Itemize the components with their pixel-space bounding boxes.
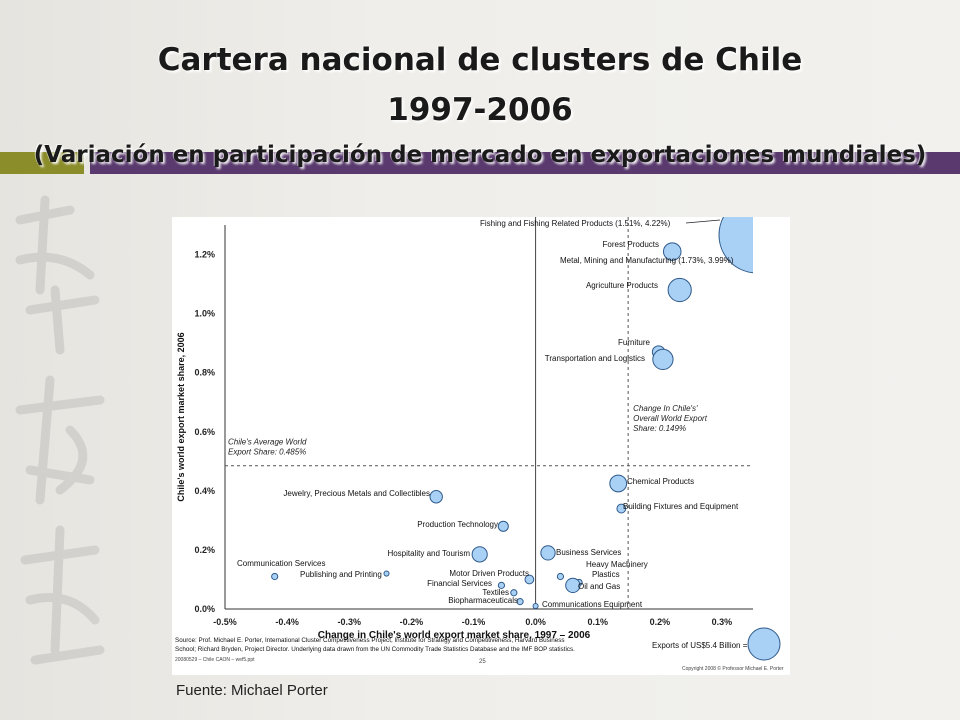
bubble-label: Jewelry, Precious Metals and Collectible… <box>283 489 430 498</box>
y-tick-label: 0.0% <box>194 604 215 614</box>
y-axis-title: Chile's world export market share, 2006 <box>176 332 186 501</box>
x-tick-label: -0.5% <box>213 617 237 627</box>
bubble-label: Biopharmaceuticals <box>448 596 518 605</box>
slide-subtitle: (Variación en participación de mercado e… <box>33 142 927 168</box>
bubble-point <box>540 545 556 561</box>
bubble-label: Financial Services <box>427 579 492 588</box>
bubble-label: Communications Equipment <box>542 600 643 609</box>
page-number: 25 <box>479 659 486 665</box>
y-tick-label: 0.4% <box>194 486 215 496</box>
bubble-label: Forest Products <box>603 240 659 249</box>
bubble-label: Communication Services <box>237 559 325 568</box>
x-tick-label: 0.2% <box>650 617 671 627</box>
accent-bar-purple <box>90 152 960 174</box>
x-tick-label: 0.1% <box>587 617 608 627</box>
bubble-point <box>609 474 628 493</box>
bubble-label: Transportation and Logistics <box>545 354 645 363</box>
bubble-point <box>662 242 682 261</box>
change-label-1: Change In Chile's' <box>633 404 698 413</box>
calligraphy-watermark <box>15 195 105 665</box>
x-tick-label: -0.4% <box>275 617 299 627</box>
bubble-label: Plastics <box>592 570 620 579</box>
x-tick-label: 0.3% <box>712 617 733 627</box>
bubble-label: Production Technology <box>417 520 498 529</box>
bubble-point <box>510 589 518 597</box>
bubble-label: Chemical Products <box>627 477 694 486</box>
bubble-point <box>497 520 509 532</box>
bubble-point <box>652 348 674 371</box>
fishing-leader-line <box>685 219 721 224</box>
bubble-legend-circle <box>747 627 781 661</box>
change-label-3: Share: 0.149% <box>633 424 686 433</box>
bubble-label: Motor Driven Products <box>449 569 529 578</box>
bubble-point <box>556 572 565 581</box>
bubble-label: Heavy Machinery <box>586 560 648 569</box>
bubble-label: Agriculture Products <box>586 281 658 290</box>
bubble-label: Business Services <box>556 548 621 557</box>
bubble-point <box>471 546 488 563</box>
bubble-point <box>516 598 524 606</box>
x-axis-title: Change in Chile's world export market sh… <box>318 630 591 641</box>
source-note-1: Source: Prof. Michael E. Porter, Interna… <box>175 637 565 644</box>
x-tick-label: 0.0% <box>525 617 546 627</box>
bubble-point <box>271 572 279 581</box>
bubble-label: Publishing and Printing <box>300 570 382 579</box>
x-tick-label: -0.1% <box>462 617 486 627</box>
bubble-point <box>532 603 539 610</box>
y-tick-label: 0.2% <box>194 545 215 555</box>
bubble-label: Metal, Mining and Manufacturing (1.73%, … <box>560 256 734 265</box>
bubble-label: Furniture <box>618 338 651 347</box>
chart-panel: -0.5% -0.4% -0.3% -0.2% -0.1% 0.0% 0.1% 0.2% 0.3… <box>172 217 790 675</box>
bubble-label: Hospitality and Tourism <box>387 549 470 558</box>
bubble-chart: -0.5% -0.4% -0.3% -0.2% -0.1% 0.0% 0.1% 0.2% 0.3… <box>175 217 784 672</box>
slide-title-years: 1997-2006 <box>387 92 573 128</box>
average-share-label-1: Chile's Average World <box>228 438 307 447</box>
x-tick-label: -0.2% <box>400 617 424 627</box>
file-note: 20080529 – Chile CAON – wef5.ppt <box>175 657 255 663</box>
y-tick-label: 0.6% <box>194 427 215 437</box>
bubble-point <box>383 570 390 577</box>
bubble-point <box>497 581 506 589</box>
y-tick-label: 0.8% <box>194 368 215 378</box>
y-tick-label: 1.0% <box>194 309 215 319</box>
accent-bar-olive <box>0 152 84 174</box>
average-share-label-2: Export Share: 0.485% <box>228 448 306 457</box>
bubble-point <box>565 577 581 594</box>
bubble-point <box>718 217 753 274</box>
bubble-point <box>667 277 692 303</box>
bubble-point <box>524 574 535 585</box>
slide-title: Cartera nacional de clusters de Chile <box>157 42 803 78</box>
slide-source: Fuente: Michael Porter <box>176 682 328 699</box>
bubble-point <box>616 503 627 514</box>
bubble-label: Building Fixtures and Equipment <box>623 502 739 511</box>
source-note-2: School; Richard Bryden, Project Director… <box>175 646 575 653</box>
bubble-point <box>429 490 443 504</box>
bubble-label: Oil and Gas <box>578 582 620 591</box>
x-tick-label: -0.3% <box>337 617 361 627</box>
change-label-2: Overall World Export <box>633 414 708 423</box>
y-tick-label: 1.2% <box>194 250 215 260</box>
bubble-label: Textiles <box>482 588 509 597</box>
copyright-note: Copyright 2008 © Professor Michael E. Po… <box>682 665 784 672</box>
bubble-legend-label: Exports of US$5.4 Billion = <box>652 641 748 650</box>
bubble-label: Fishing and Fishing Related Products (1.… <box>480 219 671 228</box>
